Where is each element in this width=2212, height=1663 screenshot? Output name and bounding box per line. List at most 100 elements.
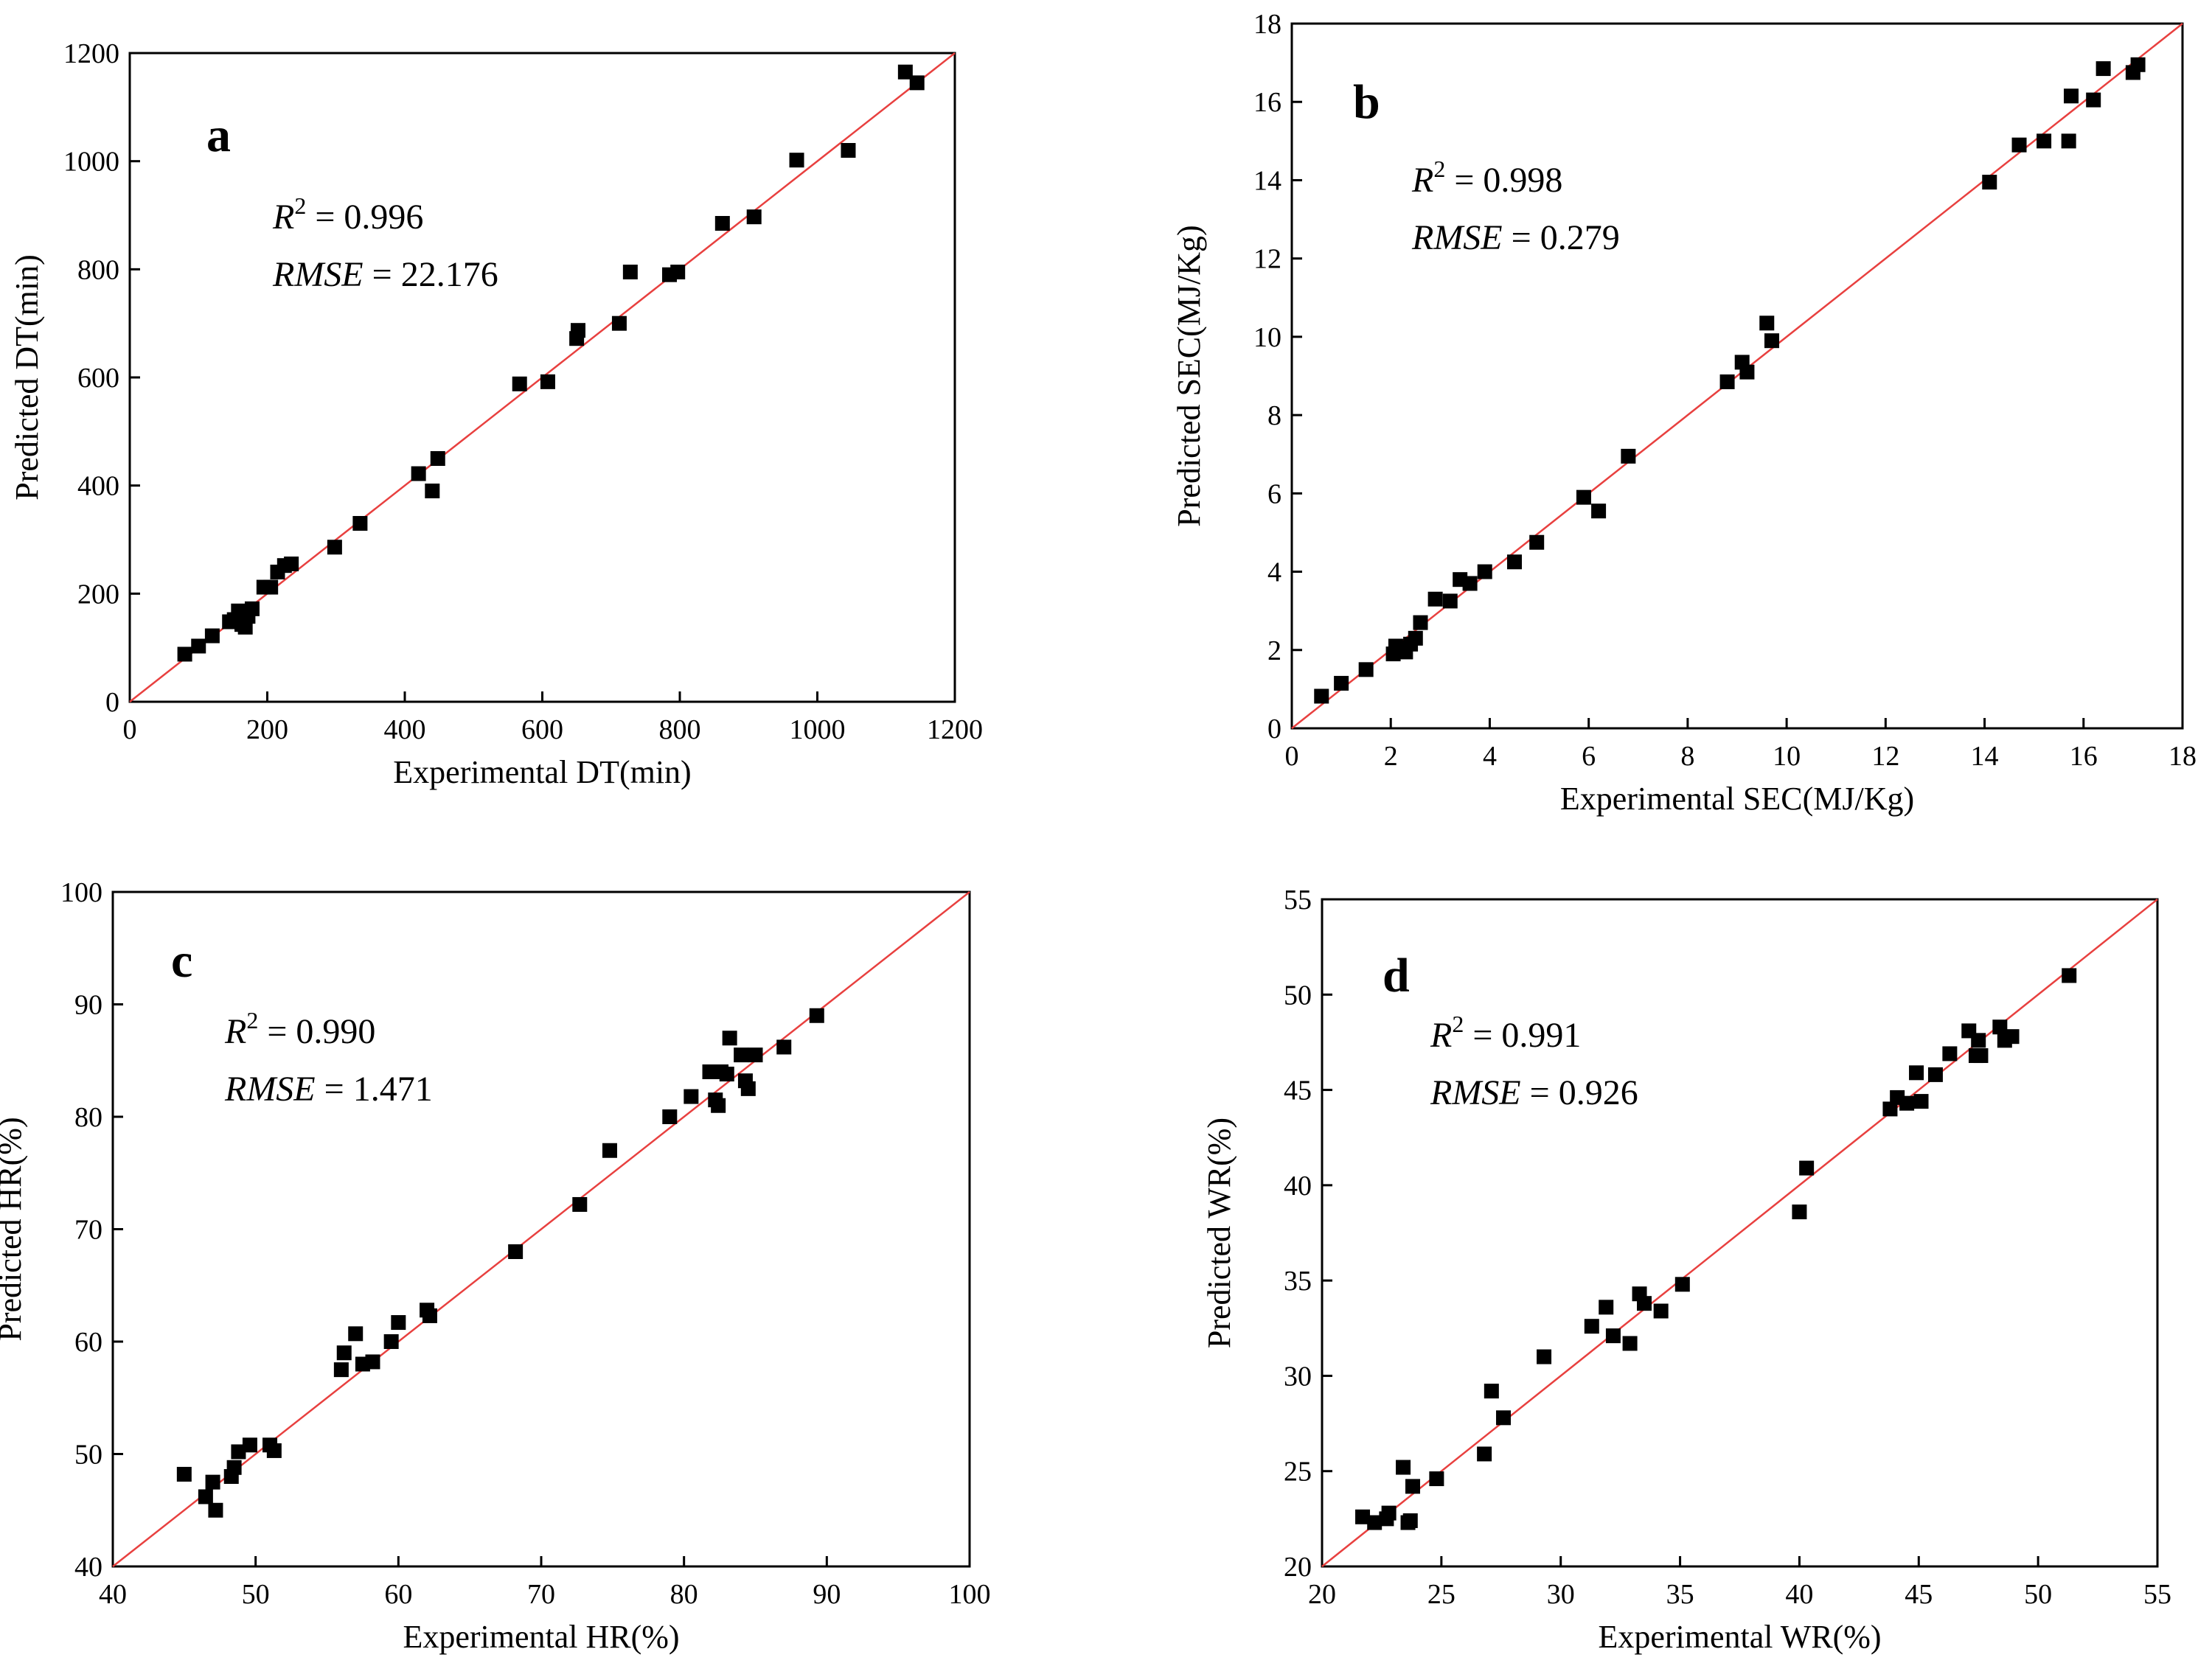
- data-point: [422, 1308, 437, 1323]
- data-point: [1719, 374, 1735, 389]
- x-tick-label: 0: [1285, 741, 1299, 772]
- data-point: [1759, 315, 1775, 331]
- x-tick-label: 6: [1582, 741, 1596, 772]
- y-tick-label: 35: [1284, 1266, 1312, 1297]
- data-point: [602, 1143, 617, 1158]
- chart-panel-a: 0 200 400 600 800 1000 1200 0 200 400 600 800 1000 12…: [9, 38, 983, 790]
- x-axis-title: Experimental HR(%): [403, 1619, 679, 1655]
- data-point: [336, 1345, 352, 1361]
- data-point: [352, 516, 368, 531]
- data-point: [1764, 333, 1779, 349]
- x-tick-label: 35: [1666, 1579, 1694, 1610]
- data-point: [1396, 1460, 1411, 1475]
- y-tick-label: 50: [1284, 980, 1312, 1011]
- fit-line: [1321, 899, 2158, 1567]
- data-point: [231, 1444, 246, 1460]
- y-tick-label: 8: [1267, 400, 1281, 431]
- data-point: [1584, 1319, 1599, 1334]
- data-point: [719, 1067, 734, 1082]
- data-point: [1484, 1384, 1499, 1399]
- y-tick-label: 90: [74, 990, 102, 1021]
- data-point: [684, 1089, 699, 1104]
- data-point: [2064, 88, 2079, 104]
- data-point: [734, 1047, 749, 1063]
- data-point: [1381, 1505, 1397, 1521]
- data-point: [746, 209, 762, 225]
- x-tick-label: 800: [659, 714, 701, 745]
- x-tick-label: 45: [1905, 1579, 1933, 1610]
- data-point: [284, 557, 299, 571]
- x-tick-label: 400: [384, 714, 426, 745]
- data-point: [1982, 175, 1997, 190]
- data-point: [191, 638, 206, 654]
- rmse-annotation: RMSE = 22.176: [272, 255, 498, 294]
- data-point: [365, 1354, 380, 1370]
- data-point: [177, 646, 192, 662]
- x-tick-label: 30: [1547, 1579, 1575, 1610]
- y-tick-label: 12: [1253, 244, 1281, 275]
- data-point: [1599, 1300, 1614, 1315]
- x-axis-title: Experimental DT(min): [393, 754, 691, 790]
- data-point: [333, 1362, 349, 1378]
- data-point: [1402, 1513, 1418, 1528]
- x-axis-title: Experimental SEC(MJ/Kg): [1560, 781, 1914, 817]
- y-tick-label: 2: [1267, 635, 1281, 666]
- x-tick-label: 2: [1384, 741, 1398, 772]
- y-tick-label: 80: [74, 1102, 102, 1133]
- data-point: [1462, 576, 1478, 591]
- y-tick-label: 6: [1267, 478, 1281, 509]
- data-point: [1413, 615, 1428, 630]
- data-point: [1477, 564, 1492, 579]
- y-tick-label: 60: [74, 1327, 102, 1358]
- data-point: [748, 1047, 763, 1063]
- data-point: [2011, 137, 2027, 153]
- data-point: [1973, 1048, 1989, 1064]
- data-point: [1622, 1336, 1638, 1351]
- x-tick-label: 55: [2143, 1579, 2171, 1610]
- x-tick-label: 100: [949, 1579, 991, 1610]
- y-tick-label: 0: [105, 687, 119, 718]
- data-point: [2004, 1029, 2020, 1045]
- data-point: [670, 265, 686, 279]
- chart-panel-d: 20 25 30 35 40 45 50 55 20 25 30 35 40 45 50 55 Experime…: [1201, 885, 2171, 1655]
- data-point: [1367, 1515, 1382, 1530]
- y-tick-label: 100: [60, 877, 102, 908]
- plot-frame: [1290, 22, 2184, 730]
- fit-line: [1291, 23, 2183, 729]
- x-tick-label: 200: [246, 714, 288, 745]
- y-tick-label: 55: [1284, 885, 1312, 916]
- x-tick-label: 600: [521, 714, 563, 745]
- x-tick-label: 50: [2024, 1579, 2052, 1610]
- y-axis-title: Predicted HR(%): [0, 1117, 28, 1341]
- data-point: [327, 540, 342, 555]
- data-point: [711, 1098, 726, 1113]
- data-point: [572, 1196, 588, 1212]
- y-tick-label: 1200: [63, 38, 119, 69]
- data-point: [1529, 534, 1545, 550]
- x-tick-label: 0: [123, 714, 137, 745]
- chart-panel-b: 0 2 4 6 8 10 12 14 16 18 0 2 4 6 8 10 12 14 16 18 Experiment…: [1171, 9, 2197, 817]
- data-point: [622, 265, 638, 279]
- y-tick-label: 1000: [63, 147, 119, 178]
- data-point: [1605, 1328, 1621, 1344]
- data-point: [1358, 662, 1374, 677]
- data-point: [425, 484, 440, 498]
- x-tick-label: 50: [242, 1579, 270, 1610]
- y-tick-label: 200: [77, 579, 119, 610]
- y-tick-label: 70: [74, 1215, 102, 1246]
- data-point: [1355, 1509, 1371, 1524]
- data-point: [205, 1474, 220, 1490]
- data-point: [1882, 1101, 1898, 1117]
- data-point: [611, 315, 627, 331]
- data-point: [1674, 1277, 1690, 1292]
- y-tick-label: 40: [1284, 1171, 1312, 1202]
- data-point: [1992, 1019, 2008, 1035]
- y-tick-label: 800: [77, 254, 119, 285]
- y-tick-label: 45: [1284, 1075, 1312, 1106]
- chart-panel-c: 40 50 60 70 80 90 100 40 50 60 70 80 90 100 Experiment…: [0, 877, 991, 1655]
- x-tick-label: 10: [1773, 741, 1801, 772]
- data-point: [1591, 503, 1607, 519]
- data-point: [776, 1039, 792, 1055]
- data-point: [1799, 1160, 1815, 1176]
- y-tick-label: 50: [74, 1440, 102, 1471]
